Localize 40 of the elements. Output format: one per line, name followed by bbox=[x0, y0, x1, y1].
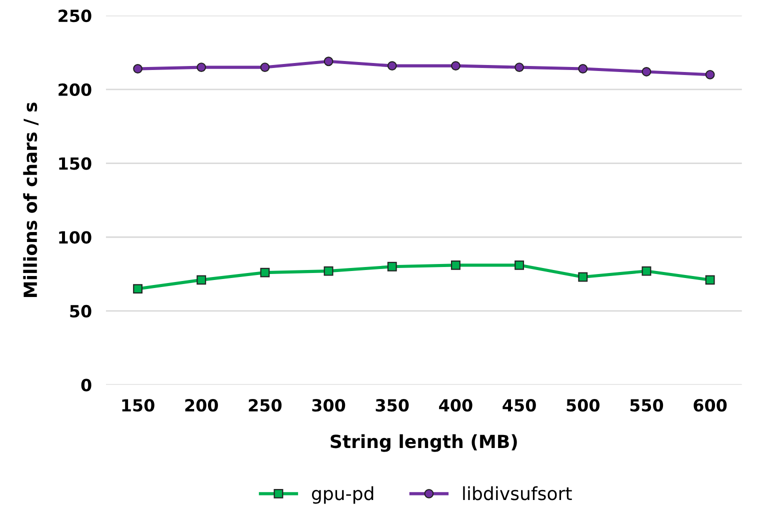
x-tick-label: 250 bbox=[248, 398, 282, 412]
y-tick-label: 100 bbox=[59, 231, 92, 244]
y-tick-label: 150 bbox=[59, 157, 92, 170]
point bbox=[705, 70, 715, 80]
x-tick-label: 200 bbox=[185, 398, 218, 412]
point bbox=[260, 268, 270, 278]
point bbox=[642, 266, 652, 276]
point bbox=[578, 272, 588, 282]
x-tick-label: 300 bbox=[312, 398, 346, 412]
y-tick-label: 50 bbox=[70, 304, 92, 318]
x-tick-label: 600 bbox=[694, 398, 727, 412]
point bbox=[705, 275, 715, 285]
point bbox=[260, 62, 270, 72]
x-axis-title: String length (MB) bbox=[330, 434, 517, 452]
point bbox=[514, 62, 524, 72]
point bbox=[450, 260, 460, 270]
point bbox=[324, 266, 334, 276]
x-tick-label: 550 bbox=[630, 398, 664, 412]
point bbox=[133, 64, 142, 74]
point bbox=[578, 64, 588, 74]
x-tick-label: 150 bbox=[122, 398, 154, 412]
x-tick-label: 450 bbox=[502, 398, 536, 412]
point bbox=[450, 61, 460, 71]
x-tick-label: 500 bbox=[566, 398, 600, 412]
y-tick-label: 250 bbox=[58, 10, 92, 22]
x-tick-label: 400 bbox=[439, 398, 472, 412]
x-tick-label: 350 bbox=[376, 398, 409, 412]
point bbox=[387, 61, 397, 71]
legend-label: gpu-pd bbox=[312, 486, 374, 504]
point bbox=[642, 66, 652, 76]
point bbox=[324, 56, 334, 66]
y-tick-label: 0 bbox=[81, 378, 92, 392]
y-tick-label: 200 bbox=[58, 83, 92, 96]
y-axis-title: Millions of chars / s bbox=[23, 102, 39, 297]
point bbox=[514, 260, 524, 270]
point bbox=[196, 62, 206, 72]
point bbox=[133, 284, 142, 294]
point bbox=[196, 275, 206, 285]
legend-label: libdivsufsort bbox=[463, 486, 572, 500]
point bbox=[387, 262, 397, 272]
